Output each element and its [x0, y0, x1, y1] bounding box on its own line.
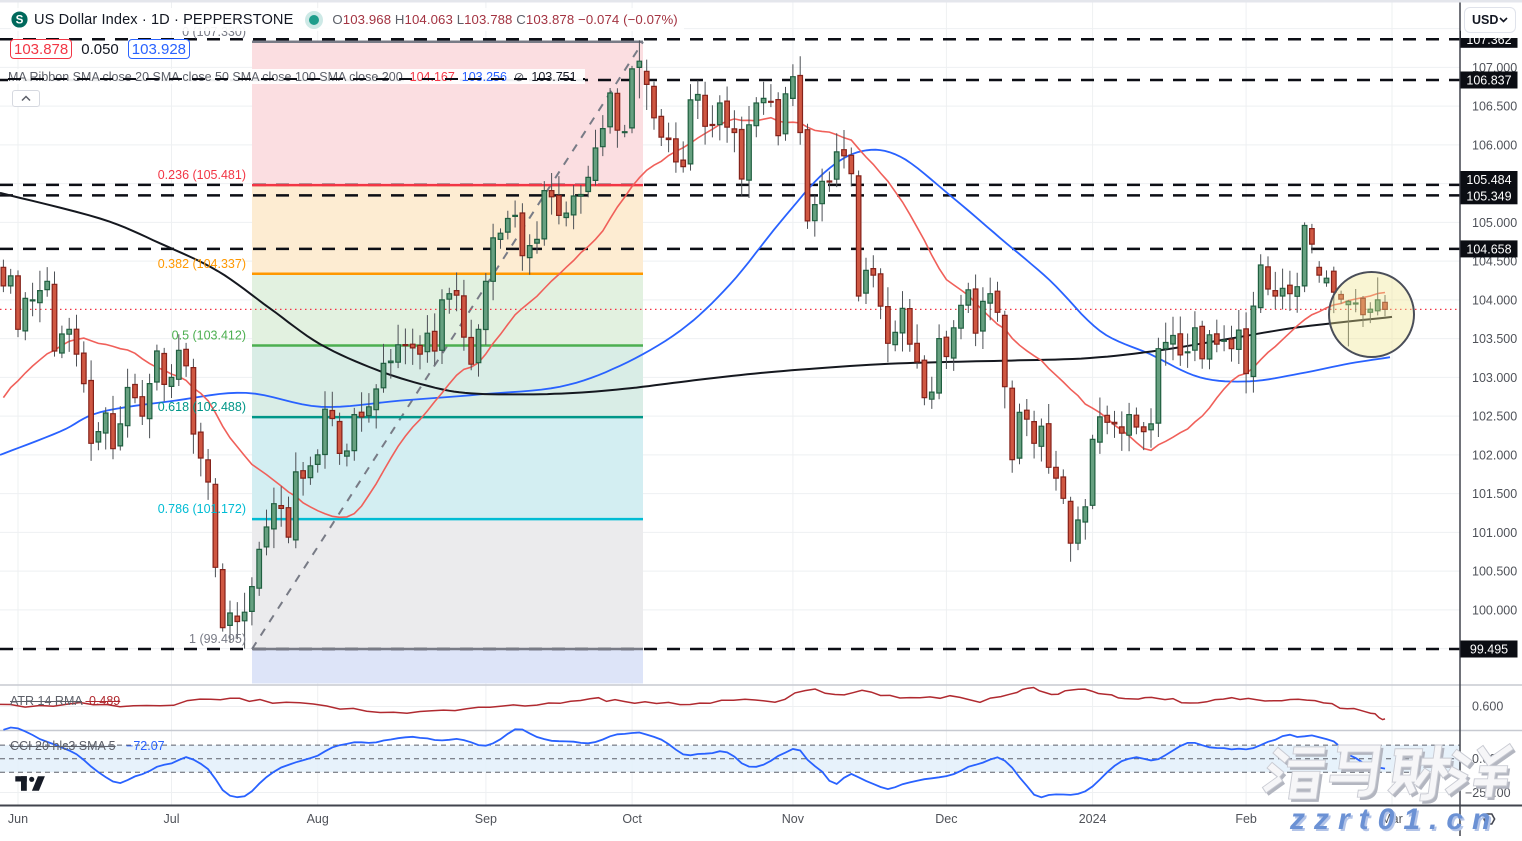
svg-text:Nov: Nov [782, 812, 805, 826]
svg-text:99.495: 99.495 [1470, 643, 1508, 657]
svg-text:103.000: 103.000 [1472, 371, 1517, 385]
svg-text:Jun: Jun [8, 812, 28, 826]
svg-text:104.000: 104.000 [1472, 293, 1517, 307]
svg-text:0.236 (105.481): 0.236 (105.481) [158, 168, 246, 182]
svg-text:zzrt01.cn: zzrt01.cn [1289, 803, 1499, 836]
svg-text:104.500: 104.500 [1472, 255, 1517, 269]
svg-text:Feb: Feb [1235, 812, 1257, 826]
svg-text:105.484: 105.484 [1466, 173, 1511, 187]
svg-text:2024: 2024 [1079, 812, 1107, 826]
svg-text:106.000: 106.000 [1472, 138, 1517, 152]
svg-text:105.349: 105.349 [1466, 189, 1511, 203]
svg-text:104.658: 104.658 [1466, 242, 1511, 256]
svg-text:100.500: 100.500 [1472, 565, 1517, 579]
svg-text:102.500: 102.500 [1472, 410, 1517, 424]
svg-text:103.500: 103.500 [1472, 332, 1517, 346]
svg-text:101.500: 101.500 [1472, 487, 1517, 501]
svg-text:102.000: 102.000 [1472, 448, 1517, 462]
svg-text:Aug: Aug [307, 812, 329, 826]
svg-text:Oct: Oct [622, 812, 642, 826]
svg-text:101.000: 101.000 [1472, 526, 1517, 540]
svg-text:S: S [16, 14, 24, 27]
svg-text:0.600: 0.600 [1472, 700, 1503, 714]
svg-text:0.382 (104.337): 0.382 (104.337) [158, 257, 246, 271]
svg-text:0.786 (101.172): 0.786 (101.172) [158, 502, 246, 516]
svg-text:100.000: 100.000 [1472, 603, 1517, 617]
svg-text:106.500: 106.500 [1472, 100, 1517, 114]
svg-text:1 (99.495): 1 (99.495) [189, 632, 246, 646]
svg-text:0.5 (103.412): 0.5 (103.412) [172, 329, 246, 343]
svg-text:Sep: Sep [475, 812, 497, 826]
svg-text:107.000: 107.000 [1472, 61, 1517, 75]
svg-text:105.000: 105.000 [1472, 216, 1517, 230]
svg-text:106.837: 106.837 [1466, 74, 1511, 88]
svg-text:Jul: Jul [164, 812, 180, 826]
svg-text:Dec: Dec [935, 812, 957, 826]
svg-text:zzrt01.cn: zzrt01.cn [1291, 805, 1501, 836]
svg-text:0.618 (102.488): 0.618 (102.488) [158, 400, 246, 414]
svg-text:Mar: Mar [1381, 812, 1403, 826]
